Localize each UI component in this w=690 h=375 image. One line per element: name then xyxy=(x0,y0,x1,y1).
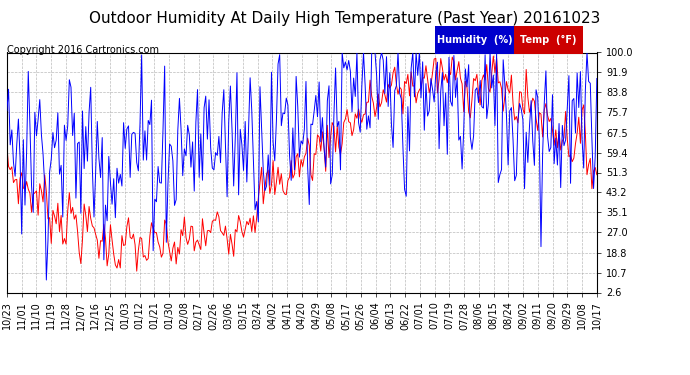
Text: Outdoor Humidity At Daily High Temperature (Past Year) 20161023: Outdoor Humidity At Daily High Temperatu… xyxy=(89,11,601,26)
Text: Humidity  (%): Humidity (%) xyxy=(437,35,512,45)
Text: Copyright 2016 Cartronics.com: Copyright 2016 Cartronics.com xyxy=(7,45,159,55)
Text: Temp  (°F): Temp (°F) xyxy=(520,35,577,45)
